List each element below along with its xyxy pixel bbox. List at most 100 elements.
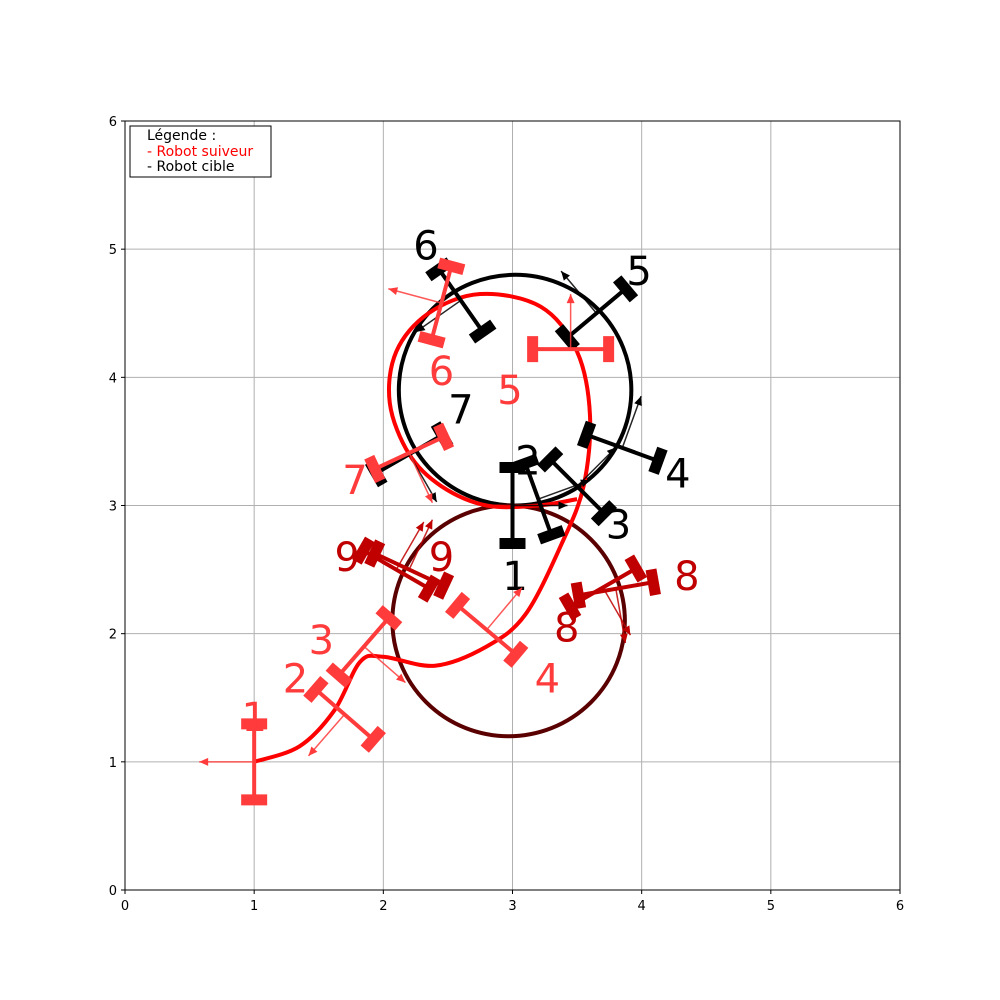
x-tick-label: 2 xyxy=(379,899,387,914)
follower-robot-wheel xyxy=(375,605,403,631)
target-robot-wheel xyxy=(554,324,580,352)
follower-robot-label: 2 xyxy=(283,657,308,703)
follower-robot-wheel xyxy=(303,676,329,703)
target-robot-wheel xyxy=(352,536,375,565)
y-tick-label: 1 xyxy=(109,756,117,771)
follower-robot-heading-arrowhead xyxy=(424,492,433,503)
follower-robot-heading xyxy=(388,288,442,304)
target-robot-label: 3 xyxy=(606,503,631,549)
target-robot-2: 2 xyxy=(511,439,591,545)
target-robot-heading xyxy=(576,446,617,487)
follower-robot-4: 4 xyxy=(444,587,560,703)
follower-robot-label: 3 xyxy=(309,618,334,664)
target-robot-heading-arrowhead xyxy=(606,447,616,457)
target-robot-label: 4 xyxy=(665,451,690,497)
y-tick-label: 5 xyxy=(109,243,117,258)
target-robot-1: 1 xyxy=(499,462,568,600)
follower-robot-3: 3 xyxy=(309,605,406,688)
target-robot-heading-arrowhead xyxy=(619,633,628,643)
follower-robot-wheel xyxy=(433,422,455,451)
follower-robot-wheel xyxy=(433,571,455,600)
target-robot-5: 5 xyxy=(554,249,652,352)
follower-robot-wheel xyxy=(624,554,648,583)
follower-robot-wheel xyxy=(437,257,466,275)
x-tick-label: 6 xyxy=(896,899,904,914)
follower-robot-heading xyxy=(486,587,523,631)
target-robot-label: 8 xyxy=(674,554,699,600)
follower-robot-wheel xyxy=(558,592,582,621)
target-robot-wheel xyxy=(468,319,497,344)
x-tick-label: 4 xyxy=(638,899,646,914)
target-robot-label: 6 xyxy=(413,223,438,269)
target-robot-label: 7 xyxy=(448,387,473,433)
target-robot-axle xyxy=(548,457,606,515)
follower-robot-heading-arrowhead xyxy=(396,673,406,683)
target-robot-heading xyxy=(615,588,627,644)
follower-robot-7: 7 xyxy=(342,422,455,504)
target-robot-wheel xyxy=(511,453,540,473)
follower-robot-label: 5 xyxy=(497,368,522,414)
follower-robot-9: 9 xyxy=(364,519,455,600)
follower-robot-wheel xyxy=(364,454,386,484)
follower-robot-wheel xyxy=(503,640,529,668)
follower-robot-label: 9 xyxy=(429,535,454,581)
legend-entry-target: - Robot cible xyxy=(147,159,235,175)
y-tick-label: 6 xyxy=(109,115,117,130)
follower-robot-axle xyxy=(373,551,445,588)
follower-robot-wheel xyxy=(364,539,386,568)
follower-robot-label: 8 xyxy=(554,605,579,651)
legend-title: Légende : xyxy=(147,128,216,144)
target-robot-heading-arrowhead xyxy=(558,501,568,510)
follower-robot-8: 8 xyxy=(554,554,648,651)
follower-robot-heading xyxy=(408,519,434,570)
target-robot-wheel xyxy=(645,568,661,596)
target-robot-heading-arrowhead xyxy=(415,323,426,332)
follower-robot-heading-arrowhead xyxy=(513,587,523,598)
follower-robot-heading-arrowhead xyxy=(388,287,399,295)
target-robot-3: 3 xyxy=(537,446,631,549)
follower-robot-label: 6 xyxy=(429,349,454,395)
follower-robot-heading-arrowhead xyxy=(199,757,209,766)
follower-robot-heading-arrowhead xyxy=(566,294,575,304)
follower-robot-wheel xyxy=(417,331,446,349)
target-robot-wheel xyxy=(570,581,587,610)
target-robot-wheel xyxy=(590,500,618,527)
target-robot-label: 5 xyxy=(626,249,651,295)
follower-robot-heading xyxy=(408,452,434,504)
target-robot-heading-arrowhead xyxy=(561,271,570,281)
follower-robot-wheel xyxy=(444,591,471,619)
follower-robot-axle xyxy=(569,566,637,609)
x-tick-label: 0 xyxy=(121,899,129,914)
follower-robot-label: 4 xyxy=(535,657,560,703)
target-robot-heading-arrowhead xyxy=(415,521,424,532)
follower-robot-label: 1 xyxy=(241,695,266,741)
target-robot-wheel xyxy=(612,275,639,303)
target-robot-heading xyxy=(395,521,425,570)
x-tick-label: 3 xyxy=(508,899,516,914)
follower-robot-6: 6 xyxy=(388,257,466,395)
follower-robot-2: 2 xyxy=(283,657,386,757)
target-robot-heading xyxy=(538,479,591,500)
follower-robot-heading xyxy=(307,713,346,757)
y-tick-label: 0 xyxy=(109,884,117,899)
y-tick-label: 2 xyxy=(109,628,117,643)
follower-robot-wheel xyxy=(360,725,386,753)
x-tick-label: 1 xyxy=(250,899,258,914)
target-robot-heading xyxy=(560,270,598,314)
target-robot-label: 2 xyxy=(515,439,540,485)
target-robot-heading-arrowhead xyxy=(634,396,642,406)
follower-robot-axle xyxy=(337,616,391,677)
target-robot-wheel xyxy=(537,525,566,545)
target-robot-wheel xyxy=(537,446,564,473)
target-robot-4: 4 xyxy=(576,395,691,497)
target-robot-wheel xyxy=(576,420,597,449)
follower-robot-heading xyxy=(602,587,632,636)
follower-robot-heading-arrowhead xyxy=(424,519,433,530)
y-tick-label: 4 xyxy=(109,371,117,386)
target-robot-heading-arrowhead xyxy=(428,492,437,502)
legend: Légende : - Robot suiveur - Robot cible xyxy=(129,125,272,178)
follower-robot-wheel xyxy=(325,662,353,688)
legend-box xyxy=(129,125,272,178)
